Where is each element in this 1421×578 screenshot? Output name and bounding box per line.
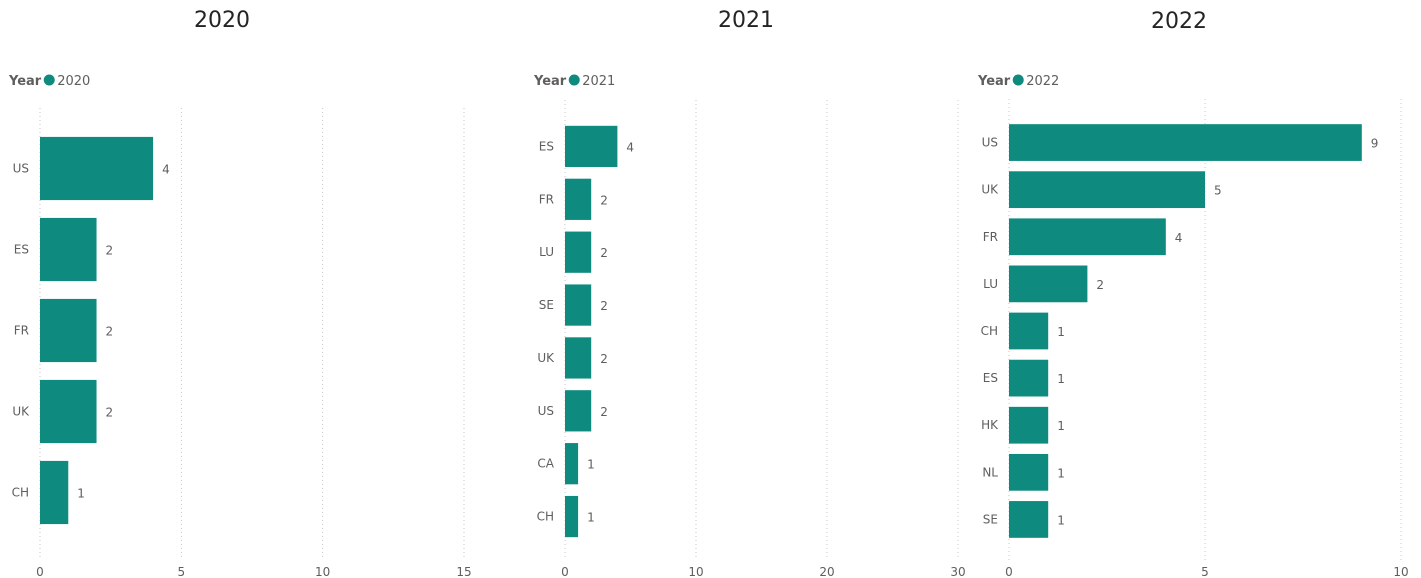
- bar-us[interactable]: [40, 136, 154, 201]
- data-label: 2: [600, 299, 608, 313]
- category-label: SE: [983, 512, 998, 526]
- x-tick-label: 10: [688, 565, 703, 578]
- bar-se[interactable]: [1009, 501, 1049, 538]
- x-tick-label: 10: [315, 565, 330, 578]
- data-label: 2: [1096, 278, 1104, 292]
- data-label: 1: [77, 487, 85, 501]
- category-label: FR: [14, 324, 29, 338]
- legend-marker: [568, 74, 580, 86]
- category-label: ES: [14, 243, 29, 257]
- category-label: CH: [537, 510, 554, 524]
- data-label: 1: [1057, 466, 1065, 480]
- bar-fr[interactable]: [40, 298, 97, 363]
- x-tick-label: 0: [1005, 565, 1013, 578]
- legend-entry: 2021: [582, 74, 615, 89]
- category-label: NL: [982, 465, 998, 479]
- bar-es[interactable]: [1009, 359, 1049, 397]
- bar-es[interactable]: [40, 217, 97, 282]
- data-label: 4: [626, 140, 634, 154]
- data-label: 2: [600, 193, 608, 207]
- chart-2020-svg: 2020 Year 2020 0 5 10 15 US 4 ES 2 FR 2 UK 2 CH 1: [8, 8, 472, 578]
- category-label: ES: [539, 139, 554, 153]
- x-tick-label: 10: [1393, 565, 1408, 578]
- x-tick-label: 0: [561, 565, 569, 578]
- data-label: 1: [587, 511, 595, 525]
- category-label: UK: [537, 351, 555, 365]
- legend-entry: 2022: [1026, 74, 1059, 89]
- category-label: ES: [983, 371, 998, 385]
- bar-lu[interactable]: [565, 231, 592, 273]
- legend-title: Year: [977, 74, 1011, 89]
- bar-uk[interactable]: [565, 337, 592, 379]
- category-label: US: [538, 404, 554, 418]
- bar-ch[interactable]: [40, 460, 69, 525]
- chart-2022-svg: 2022 Year 2022 0 5 10 US 9 UK 5 FR 4 LU 2 CH 1 ES 1 HK 1 NL 1…: [977, 9, 1409, 578]
- bar-ch[interactable]: [565, 495, 579, 538]
- x-tick-label: 30: [950, 565, 965, 578]
- chart-2020: 2020 Year 2020 0 5 10 15 US 4 ES 2 FR 2 UK 2 CH 1: [0, 0, 480, 578]
- chart-title: 2021: [718, 8, 774, 33]
- bar-fr[interactable]: [1009, 218, 1166, 256]
- category-label: FR: [539, 192, 554, 206]
- chart-2021-svg: 2021 Year 2021 0 10 20 30 ES 4 FR 2 LU 2 SE 2 UK 2 US 2 CA 1…: [533, 8, 966, 578]
- x-tick-label: 0: [36, 565, 44, 578]
- data-label: 4: [1175, 231, 1183, 245]
- bar-uk[interactable]: [1009, 171, 1205, 209]
- legend-marker: [43, 74, 55, 86]
- chart-title: 2020: [194, 8, 250, 33]
- bar-hk[interactable]: [1009, 406, 1049, 444]
- category-label: LU: [983, 277, 998, 291]
- legend-title: Year: [533, 74, 567, 89]
- x-tick-label: 20: [819, 565, 834, 578]
- data-label: 1: [587, 458, 595, 472]
- data-label: 1: [1057, 419, 1065, 433]
- category-label: CH: [12, 486, 29, 500]
- legend-title: Year: [8, 74, 42, 89]
- bar-se[interactable]: [565, 284, 592, 326]
- category-label: SE: [539, 298, 554, 312]
- category-label: US: [13, 162, 29, 176]
- category-label: UK: [981, 183, 999, 197]
- data-label: 1: [1057, 372, 1065, 386]
- data-label: 2: [600, 352, 608, 366]
- category-label: CH: [981, 324, 998, 338]
- bar-fr[interactable]: [565, 178, 592, 220]
- data-label: 9: [1371, 137, 1379, 151]
- data-label: 2: [106, 244, 114, 258]
- data-label: 1: [1057, 513, 1065, 527]
- chart-title: 2022: [1151, 9, 1207, 34]
- data-label: 5: [1214, 184, 1222, 198]
- bar-us[interactable]: [565, 390, 592, 432]
- data-label: 2: [106, 325, 114, 339]
- legend-entry: 2020: [57, 74, 90, 89]
- data-label: 2: [106, 406, 114, 420]
- bar-nl[interactable]: [1009, 453, 1049, 491]
- bar-uk[interactable]: [40, 379, 97, 444]
- category-label: LU: [539, 245, 554, 259]
- category-label: CA: [537, 457, 554, 471]
- category-label: HK: [981, 418, 999, 432]
- data-label: 4: [162, 163, 170, 177]
- bar-ch[interactable]: [1009, 312, 1049, 350]
- legend-marker: [1012, 74, 1024, 86]
- bar-es[interactable]: [565, 125, 618, 168]
- bar-ca[interactable]: [565, 443, 579, 485]
- data-label: 2: [600, 405, 608, 419]
- x-tick-label: 5: [178, 565, 186, 578]
- category-label: FR: [983, 230, 998, 244]
- bar-lu[interactable]: [1009, 265, 1088, 303]
- bar-us[interactable]: [1009, 124, 1362, 161]
- x-tick-label: 15: [456, 565, 471, 578]
- x-tick-label: 5: [1201, 565, 1209, 578]
- chart-2021: 2021 Year 2021 0 10 20 30 ES 4 FR 2 LU 2 SE 2 UK 2 US 2 CA 1…: [525, 0, 970, 578]
- data-label: 1: [1057, 325, 1065, 339]
- category-label: UK: [12, 405, 30, 419]
- category-label: US: [982, 136, 998, 150]
- data-label: 2: [600, 246, 608, 260]
- chart-2022: 2022 Year 2022 0 5 10 US 9 UK 5 FR 4 LU 2 CH 1 ES 1 HK 1 NL 1…: [970, 0, 1410, 578]
